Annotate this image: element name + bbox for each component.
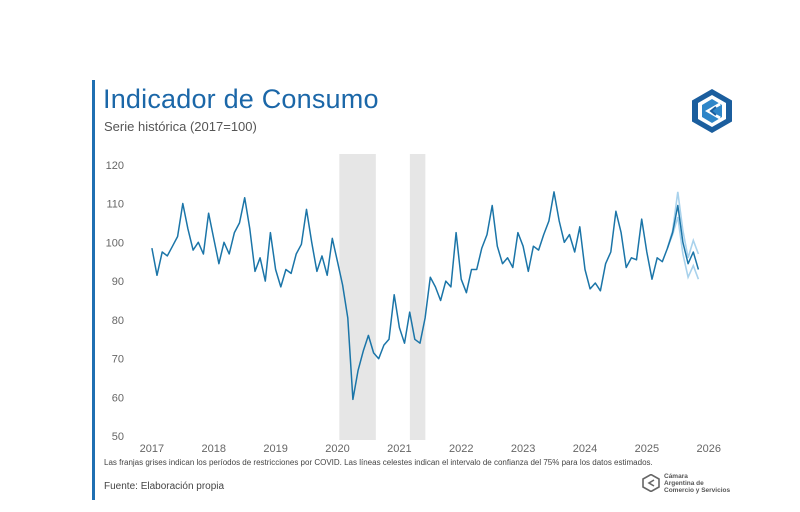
x-tick-label: 2022: [449, 443, 473, 455]
series-line: [151, 191, 700, 401]
x-tick-label: 2018: [201, 443, 225, 455]
covid-shading: [339, 154, 426, 440]
org-logo-icon: [642, 474, 660, 492]
page-subtitle: Serie histórica (2017=100): [104, 119, 257, 134]
org-logo: Cámara Argentina de Comercio y Servicios: [642, 473, 742, 495]
chart-note: Las franjas grises indican los períodos …: [104, 458, 653, 467]
accent-bar: [92, 80, 95, 500]
covid-band-2: [409, 154, 426, 440]
ci-upper-line: [666, 191, 700, 259]
x-tick-label: 2021: [387, 443, 411, 455]
y-tick-label: 100: [106, 237, 124, 249]
series-layer: [151, 191, 700, 401]
x-tick-label: 2025: [635, 443, 659, 455]
y-tick-label: 110: [106, 199, 124, 211]
x-tick-label: 2026: [696, 443, 720, 455]
page-title: Indicador de Consumo: [103, 84, 379, 114]
cac-logo-icon: [690, 88, 734, 134]
y-tick-label: 120: [106, 160, 124, 172]
x-tick-label: 2020: [325, 443, 349, 455]
y-tick-label: 70: [112, 354, 124, 366]
x-tick-label: 2024: [573, 443, 597, 455]
y-tick-label: 60: [112, 392, 124, 404]
x-tick-label: 2019: [263, 443, 287, 455]
covid-band-1: [339, 154, 376, 440]
axis-ticks: 50 60 70 80 90 100 110 120 2017 2018 2019 2020 2021 2…: [106, 160, 721, 455]
x-tick-label: 2017: [140, 443, 164, 455]
y-tick-label: 50: [112, 431, 124, 443]
y-tick-label: 80: [112, 315, 124, 327]
source-text: Fuente: Elaboración propia: [104, 481, 225, 492]
org-name: Cámara Argentina de Comercio y Servicios: [664, 473, 731, 494]
y-tick-label: 90: [112, 276, 124, 288]
x-tick-label: 2023: [511, 443, 535, 455]
